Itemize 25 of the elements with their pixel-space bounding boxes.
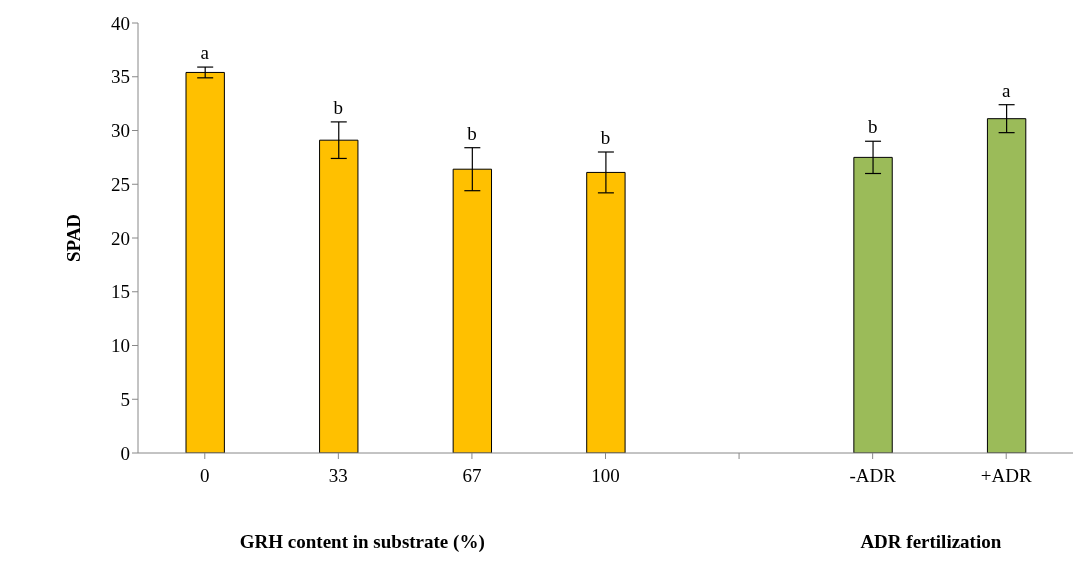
y-tick-label: 5 [120,388,130,410]
x-tick-label: 0 [200,465,210,487]
x-tick-label: 100 [591,465,620,487]
y-tick-label: 40 [111,12,130,34]
y-tick-label: 10 [111,335,130,357]
y-tick-label: 25 [111,173,130,195]
x-axis-title: GRH content in substrate (%) [238,531,486,553]
annotation: b [467,122,477,144]
y-tick-label: 15 [111,281,130,303]
y-axis-title: SPAD [62,213,84,263]
y-tick-label: 30 [111,120,130,142]
x-tick-label: 33 [328,465,348,487]
x-tick-label: 67 [462,465,482,487]
x-tick-label: +ADR [980,465,1032,487]
y-tick-label: 0 [120,442,130,464]
text: ADR fertilization [859,531,1003,553]
annotation: b [867,116,878,138]
x-tick-label: -ADR [849,465,897,487]
annotation: a [1002,79,1011,101]
annotation: a [200,42,210,64]
annotation: b [333,96,344,118]
y-tick-label: 20 [111,227,130,249]
y-tick-label: 35 [111,66,130,88]
annotation: b [600,127,611,148]
bar [185,71,225,453]
